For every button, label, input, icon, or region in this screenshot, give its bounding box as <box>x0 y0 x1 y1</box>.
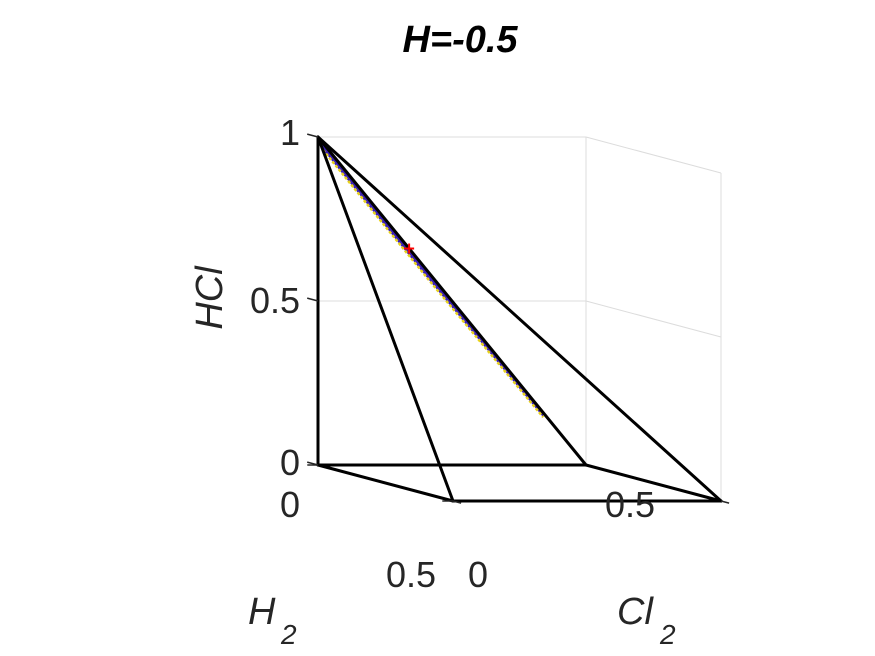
surface-edge <box>321 149 545 419</box>
domain-edge <box>316 135 455 503</box>
chart-title: H=-0.5 <box>402 19 518 61</box>
y-tick-label: 0 <box>468 554 488 595</box>
x-axis-label: H 2 <box>248 591 297 650</box>
y-tick-mark <box>720 500 730 504</box>
domain-frame <box>316 135 723 503</box>
x-tick-label: 0.5 <box>386 554 436 595</box>
grid-line <box>585 136 722 174</box>
x-tick-label: 0 <box>280 484 300 525</box>
z-tick-mark <box>307 297 319 302</box>
grid-line <box>585 300 722 338</box>
y-tick-label: 0.5 <box>605 484 655 525</box>
domain-edge <box>316 463 455 503</box>
domain-edge <box>316 135 588 467</box>
z-tick-label: 0 <box>280 442 300 483</box>
y-tick-mark <box>452 500 462 504</box>
x-axis-label-subscript: 2 <box>280 619 297 650</box>
y-axis-label-text: Cl <box>617 591 654 633</box>
domain-edge <box>584 463 723 503</box>
z-tick-label: 1 <box>280 112 300 153</box>
marker-layer <box>404 243 415 254</box>
x-axis-label-text: H <box>248 591 276 633</box>
z-tick-label: 0.5 <box>250 280 300 321</box>
domain-edge <box>316 135 723 503</box>
y-axis-label: Cl 2 <box>617 591 676 650</box>
y-axis-label-subscript: 2 <box>659 619 676 650</box>
z-axis-label: HCl <box>189 265 231 330</box>
z-tick-mark <box>307 133 319 138</box>
tick-marks <box>307 133 730 504</box>
